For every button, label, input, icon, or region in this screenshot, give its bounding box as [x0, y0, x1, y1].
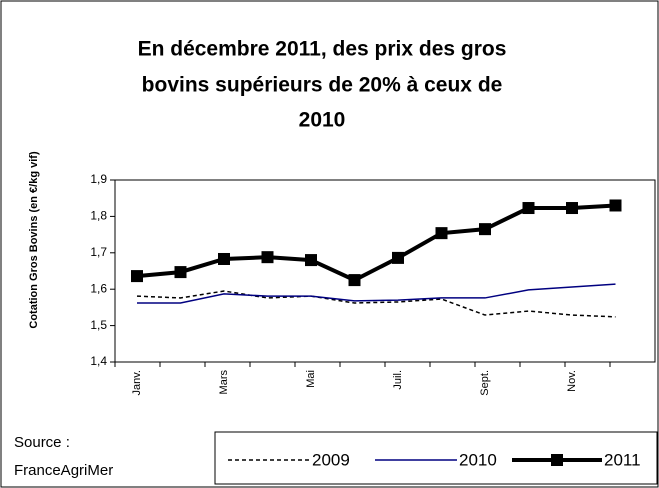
y-tick-label: 1,7	[90, 245, 107, 259]
point-marker	[261, 251, 274, 264]
point-marker	[392, 251, 404, 264]
point-marker	[348, 274, 361, 287]
x-tick-label: Mars	[218, 370, 230, 395]
chart-title: En décembre 2011, des prix des gros	[138, 38, 507, 61]
series-line	[136, 290, 616, 318]
point-marker	[218, 252, 230, 265]
x-tick-label: Sept.	[479, 370, 491, 396]
source: Source :	[14, 434, 70, 451]
legend-label: 2011	[604, 450, 641, 469]
y-tick-label: 1,5	[90, 318, 107, 332]
y-tick-label: 1,4	[90, 354, 107, 368]
source: FranceAgriMer	[14, 462, 113, 479]
point-marker	[479, 223, 491, 236]
point-marker	[609, 199, 622, 212]
point-marker	[566, 202, 578, 215]
point-marker	[131, 270, 143, 283]
point-marker	[435, 227, 448, 240]
y-tick-label: 1,9	[90, 172, 107, 186]
legend-label: 2009	[312, 450, 350, 469]
series-line	[137, 283, 616, 304]
x-tick-label: Mai	[305, 370, 317, 388]
x-tick-label: Janv.	[131, 370, 143, 395]
point-marker	[174, 266, 187, 279]
point-marker	[305, 254, 317, 267]
chart-title: 2010	[299, 109, 346, 132]
legend-label: 2010	[459, 450, 497, 469]
y-tick-label: 1,8	[90, 209, 107, 223]
y-axis-label: Cotation Gros Bovins (en €/kg vif)	[28, 151, 40, 329]
x-tick-label: Juil.	[392, 370, 404, 390]
x-tick-label: Nov.	[566, 370, 578, 392]
y-tick-label: 1,6	[90, 281, 107, 295]
series-line	[136, 203, 616, 283]
chart-title: bovins supérieurs de 20% à ceux de	[142, 74, 503, 97]
legend-marker	[551, 454, 563, 466]
point-marker	[522, 202, 535, 215]
